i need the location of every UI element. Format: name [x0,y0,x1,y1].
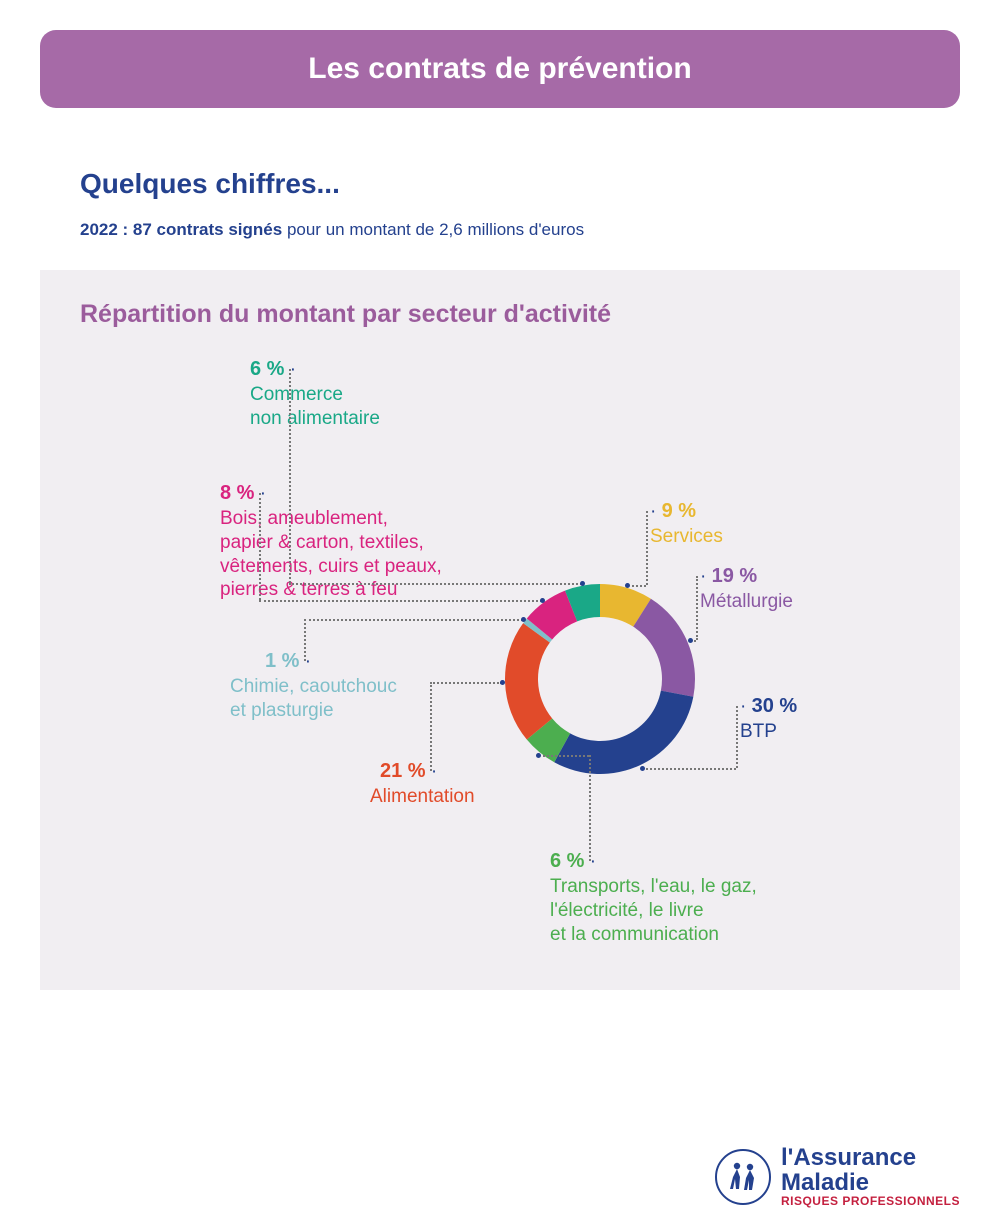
label-txt-bois: Bois, ameublement,papier & carton, texti… [220,507,442,602]
leader-dot-transports [536,753,541,758]
leader-dot-metallurgie [688,638,693,643]
leader-v-services [646,511,648,585]
label-pct-btp: · 30 % [740,694,797,719]
leader-h-btp [642,768,736,770]
logo-icon [715,1149,771,1205]
leader-h-commerce [289,583,582,585]
label-txt-commerce: Commercenon alimentaire [250,383,380,431]
header-bar: Les contrats de prévention [40,30,960,108]
leader-v-metallurgie [696,576,698,640]
label-pct-metallurgie: · 19 % [700,564,757,589]
leader-h-alimentation [430,682,502,684]
logo-line2: Maladie [781,1170,960,1195]
leader-v-btp [736,706,738,768]
donut-slice-alimentation [505,623,552,739]
label-txt-chimie: Chimie, caoutchoucet plasturgie [230,675,397,723]
logo-text: l'Assurance Maladie RISQUES PROFESSIONNE… [781,1145,960,1208]
donut-chart [485,564,715,794]
leader-v-alimentation [430,682,432,771]
leader-h-chimie [304,619,523,621]
leader-v-commerce [289,369,291,583]
donut-slice-metallurgie [633,599,695,697]
footer-logo: l'Assurance Maladie RISQUES PROFESSIONNE… [715,1145,960,1208]
leader-v-bois [259,493,261,600]
label-txt-services: Services [650,525,723,549]
label-pct-alimentation: 21 % · [380,759,437,784]
leader-h-transports [538,755,589,757]
chart-panel: Répartition du montant par secteur d'act… [40,270,960,990]
chart-area: · 9 %Services· 19 %Métallurgie· 30 %BTP6… [80,329,920,949]
leader-dot-btp [640,766,645,771]
leader-h-services [627,585,646,587]
leader-v-transports [589,755,591,861]
intro-stat-rest: pour un montant de 2,6 millions d'euros [282,220,584,239]
logo-line3: RISQUES PROFESSIONNELS [781,1195,960,1208]
intro-heading: Quelques chiffres... [80,168,920,200]
label-txt-alimentation: Alimentation [370,785,475,809]
leader-dot-chimie [521,617,526,622]
intro-stat-line: 2022 : 87 contrats signés pour un montan… [80,220,920,240]
label-txt-metallurgie: Métallurgie [700,590,793,614]
intro-stat-bold: 2022 : 87 contrats signés [80,220,282,239]
donut-slice-btp [554,691,693,774]
label-pct-services: · 9 % [650,499,696,524]
chart-heading: Répartition du montant par secteur d'act… [80,300,920,329]
label-txt-btp: BTP [740,720,777,744]
leader-dot-commerce [580,581,585,586]
leader-h-bois [259,600,542,602]
intro-block: Quelques chiffres... 2022 : 87 contrats … [80,168,920,240]
page-title: Les contrats de prévention [60,52,940,86]
label-txt-transports: Transports, l'eau, le gaz,l'électricité,… [550,875,757,946]
logo-line1: l'Assurance [781,1145,960,1170]
leader-v-chimie [304,619,306,661]
